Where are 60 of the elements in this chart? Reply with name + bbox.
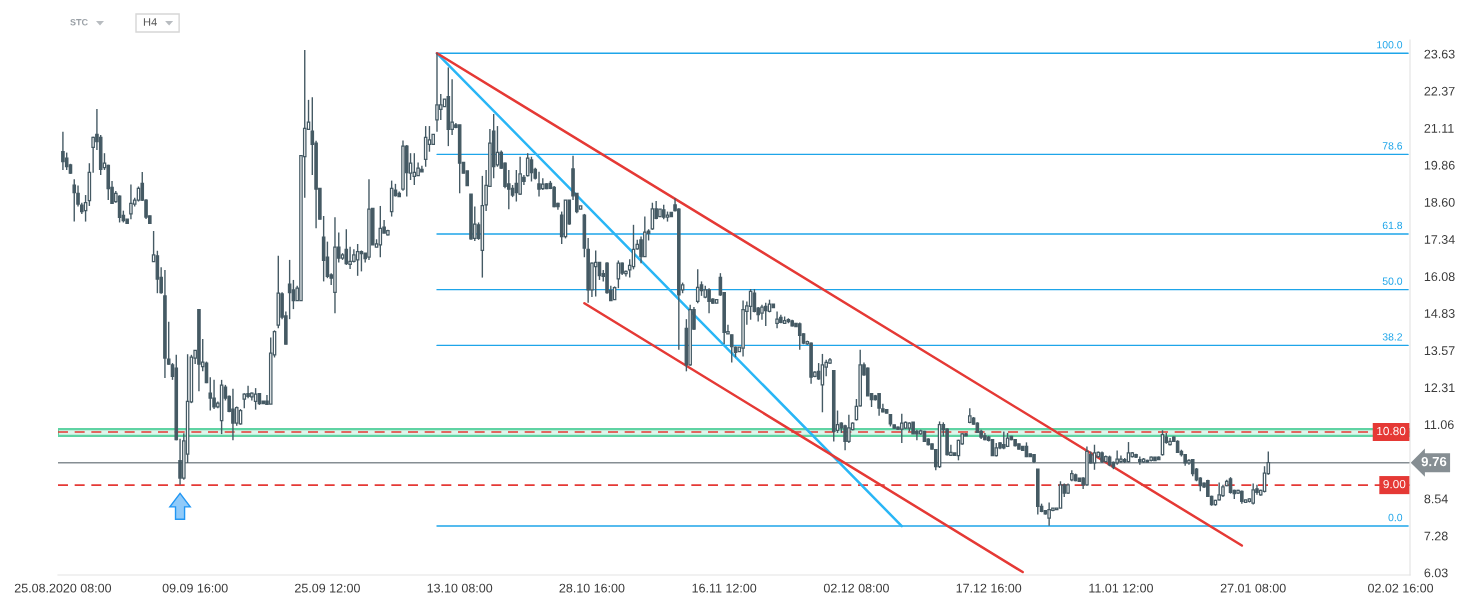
x-tick-label: 27.01 08:00 [1220, 583, 1286, 593]
candlestick [695, 268, 700, 304]
y-tick-label: 8.54 [1424, 494, 1448, 504]
y-tick-label: 7.28 [1424, 531, 1448, 541]
series-label: 0.0 [1388, 513, 1403, 522]
candlestick [775, 310, 779, 329]
candlestick [246, 385, 250, 399]
y-tick-label: 18.60 [1424, 197, 1455, 207]
x-tick-label: 13.10 08:00 [427, 583, 493, 593]
candlestick [877, 392, 881, 417]
y-tick-label: 22.37 [1424, 86, 1455, 96]
y-tick-label: 13.57 [1424, 346, 1455, 356]
text: H4 [143, 18, 157, 26]
candlestick [231, 388, 235, 441]
y-tick-label: 17.34 [1424, 235, 1455, 244]
candlestick [729, 334, 734, 364]
series-label: 100.0 [1377, 41, 1403, 49]
candlestick [129, 183, 133, 220]
series-label: 50.0 [1382, 277, 1403, 285]
y-tick-label: 16.08 [1424, 272, 1455, 282]
candlestick [61, 130, 65, 171]
y-tick-label: 21.11 [1424, 123, 1454, 133]
candlestick [212, 379, 216, 410]
candlestick [1138, 455, 1142, 466]
x-tick-label: 02.02 16:00 [1368, 583, 1434, 593]
x-tick-label: 28.10 16:00 [559, 583, 625, 593]
x-tick-label: 16.11 12:00 [692, 583, 757, 593]
candlestick [1217, 481, 1221, 502]
candlestick [72, 178, 77, 223]
candlestick [435, 52, 439, 133]
candlestick [344, 228, 349, 266]
candlestick [450, 78, 454, 136]
series-label: 38.2 [1382, 333, 1403, 341]
y-tick-label: 19.86 [1424, 160, 1455, 170]
y-tick-label: 23.63 [1424, 49, 1455, 59]
candlestick [438, 93, 443, 121]
series-label: 61.8 [1382, 221, 1403, 230]
y-tick-label: 12.31 [1424, 383, 1455, 393]
x-tick-label: 17.12 16:00 [956, 583, 1022, 593]
candlestick [1115, 449, 1119, 466]
series-label: 78.6 [1382, 142, 1403, 150]
text: STC [70, 19, 88, 26]
x-tick-label: 11.01 12:00 [1089, 583, 1153, 593]
ref-line-label: 9.76 [1421, 456, 1447, 467]
x-tick-label: 25.08.2020 08:00 [14, 583, 112, 593]
candlestick [1047, 501, 1051, 527]
candlestick [707, 287, 711, 314]
candlestick [847, 413, 851, 444]
candlestick [537, 171, 541, 198]
x-tick-label: 09.09 16:00 [162, 583, 228, 593]
x-tick-label: 02.12 08:00 [823, 583, 889, 593]
y-tick-label: 14.83 [1424, 309, 1455, 318]
y-tick-label: 6.03 [1424, 568, 1448, 578]
ref-line-label: 9.00 [1383, 479, 1406, 489]
candlestick [639, 235, 643, 264]
x-tick-label: 25.09 12:00 [295, 583, 360, 593]
candlestick [1251, 482, 1255, 506]
ref-line-label: 10.80 [1377, 426, 1406, 436]
candlestick [208, 376, 213, 412]
y-tick-label: 11.06 [1424, 420, 1454, 430]
